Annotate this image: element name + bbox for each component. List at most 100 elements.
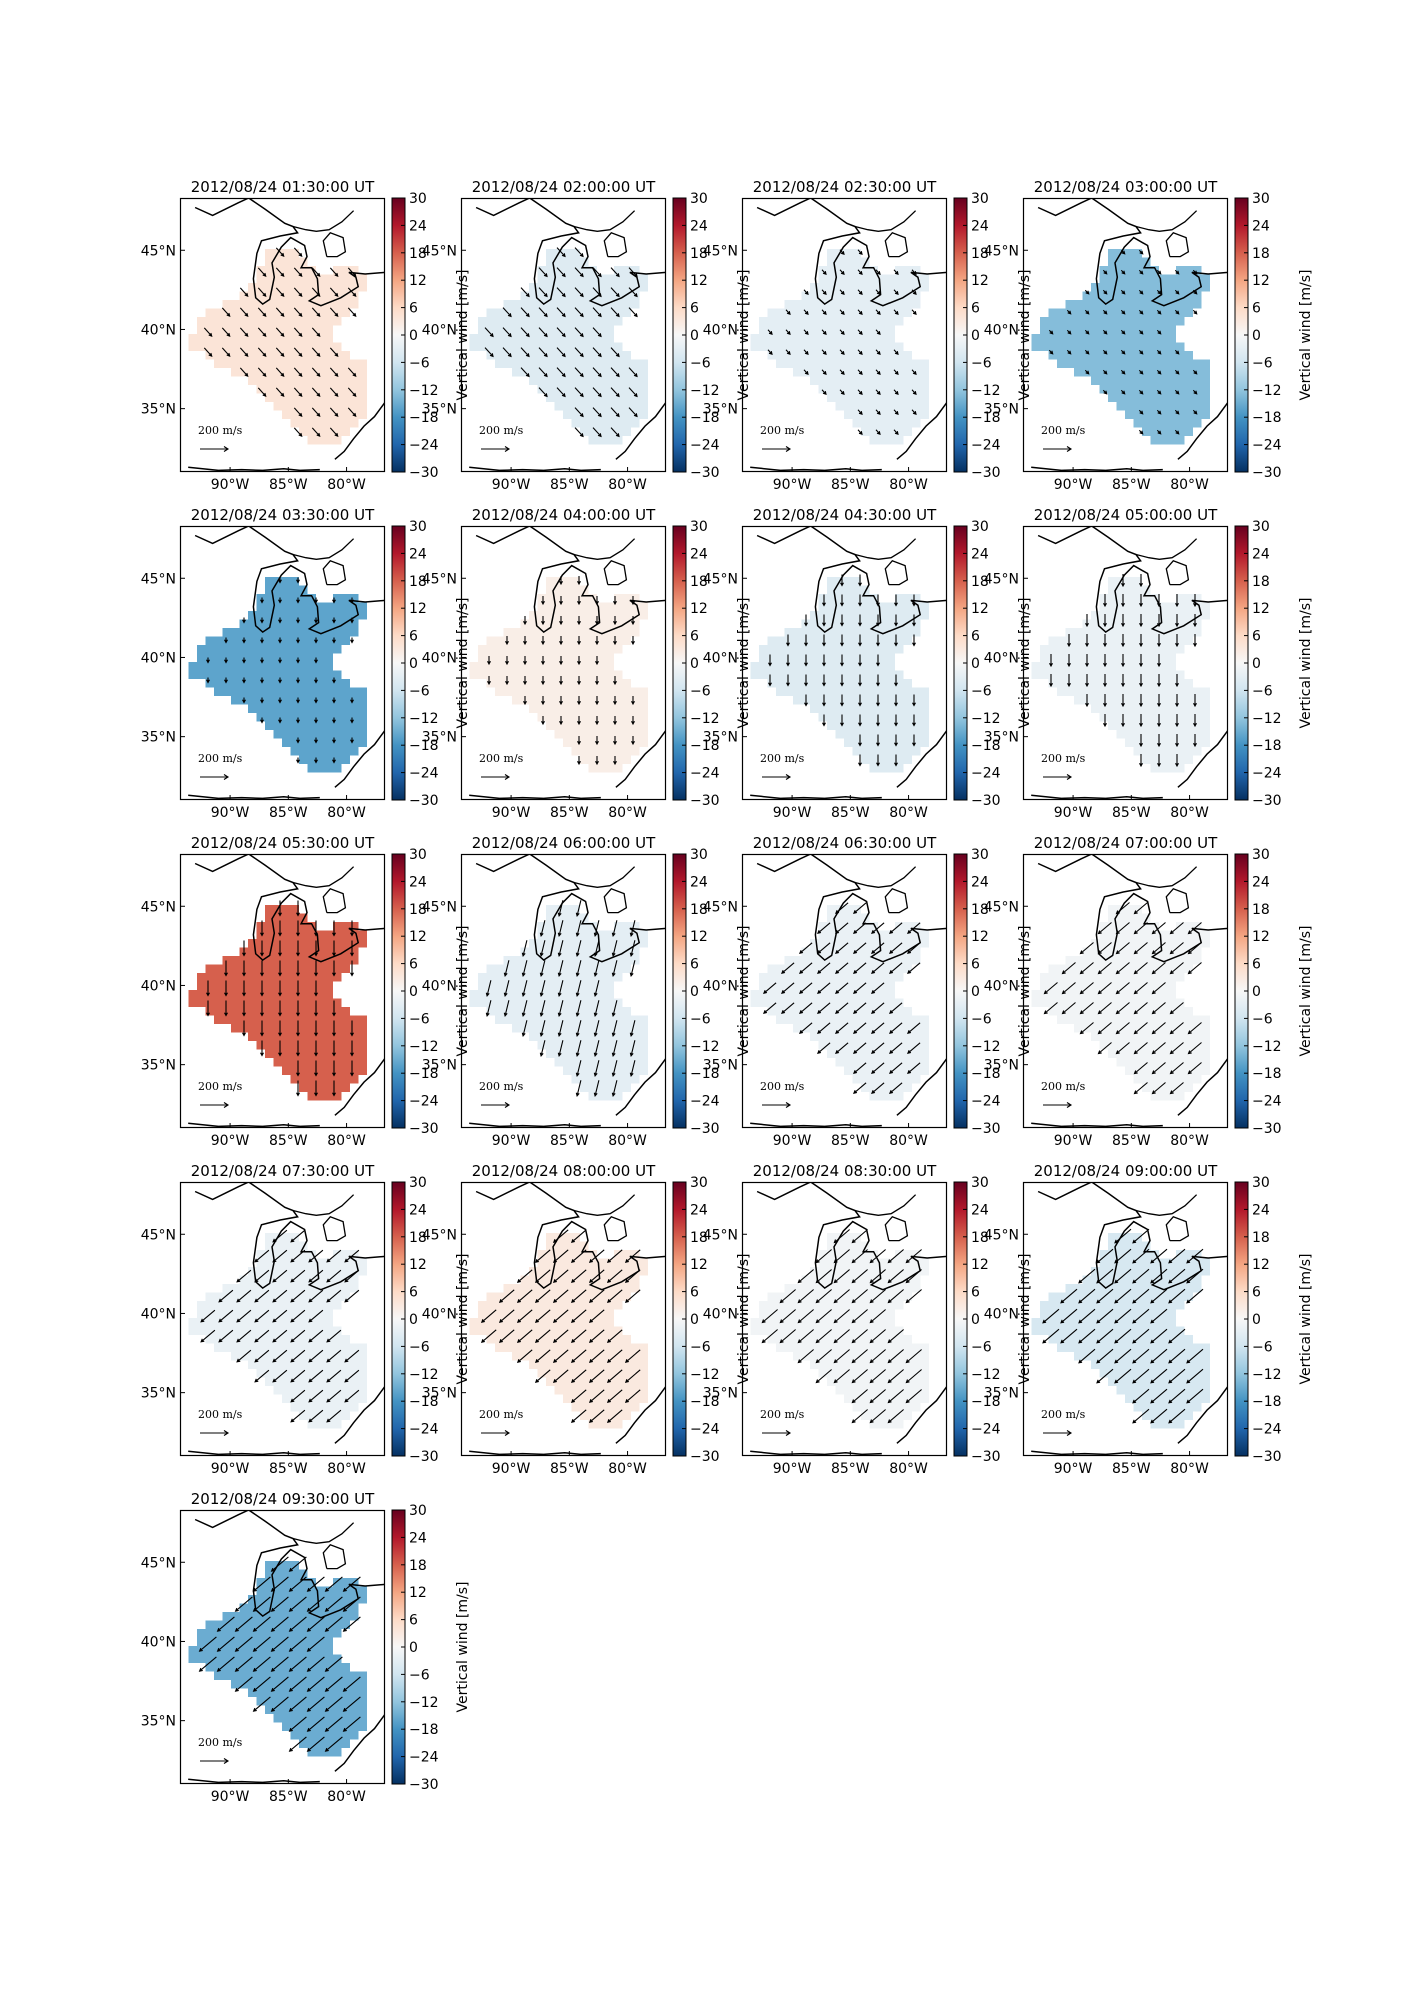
scale-label: 200 m/s bbox=[760, 424, 805, 437]
wind-vector bbox=[839, 309, 845, 316]
wind-vector bbox=[308, 1309, 324, 1323]
wind-vector bbox=[1133, 1082, 1148, 1095]
wind-vector bbox=[329, 367, 339, 377]
lon-tick-label: 85°W bbox=[831, 1133, 870, 1149]
wind-vector bbox=[1061, 962, 1076, 975]
wind-vector bbox=[342, 1616, 361, 1632]
wind-vector bbox=[1139, 754, 1143, 768]
wind-vector bbox=[306, 1656, 325, 1672]
wind-vector bbox=[763, 982, 777, 994]
colorbar-label: Vertical wind [m/s] bbox=[1298, 270, 1314, 401]
wind-vector bbox=[306, 1736, 325, 1752]
wind-vector bbox=[595, 736, 599, 746]
lon-tick-label: 80°W bbox=[608, 1461, 647, 1477]
vertical-wind-field bbox=[750, 905, 929, 1101]
wind-vector bbox=[272, 1349, 288, 1363]
colorbar-tick-label: 24 bbox=[409, 1530, 427, 1546]
wind-vector bbox=[296, 637, 300, 644]
wind-vector bbox=[218, 1309, 234, 1323]
wind-vector bbox=[592, 427, 602, 438]
wind-vector bbox=[889, 1022, 903, 1034]
wind-vector bbox=[1174, 269, 1180, 275]
wind-vector bbox=[1168, 1408, 1186, 1424]
wind-vector bbox=[588, 1249, 605, 1263]
wind-vector bbox=[1084, 349, 1090, 355]
lon-tick-label: 85°W bbox=[269, 1789, 308, 1805]
wind-vector bbox=[254, 1289, 270, 1303]
wind-vector bbox=[260, 657, 264, 664]
colorbar-tick-label: 6 bbox=[409, 1285, 418, 1301]
wind-vector bbox=[606, 1389, 623, 1403]
wind-vector bbox=[296, 1060, 300, 1077]
colorbar-tick-label: −30 bbox=[409, 1121, 439, 1137]
wind-vector bbox=[1193, 734, 1197, 748]
vertical-wind-field bbox=[188, 249, 367, 445]
wind-vector bbox=[1132, 1368, 1150, 1384]
wind-vector bbox=[851, 1249, 868, 1264]
wind-vector bbox=[799, 1002, 813, 1014]
wind-vector bbox=[611, 960, 618, 977]
canada-shoreline bbox=[573, 538, 636, 560]
wind-vector bbox=[907, 1022, 921, 1034]
wind-vector bbox=[270, 1696, 289, 1712]
wind-vector bbox=[288, 1736, 307, 1752]
wind-vector bbox=[270, 1556, 289, 1572]
wind-vector bbox=[296, 940, 300, 957]
wind-vector bbox=[857, 349, 863, 356]
atlantic-coastline bbox=[334, 729, 385, 788]
wind-vector bbox=[1175, 634, 1179, 648]
wind-vector bbox=[907, 942, 921, 954]
wind-vector bbox=[257, 367, 267, 377]
map-panel: 200 m/s 2012/08/24 02:30:00 UT 90°W 85°W 80°… bbox=[703, 178, 1033, 493]
colorbar-tick-label: 6 bbox=[971, 629, 980, 645]
wind-vector bbox=[332, 1040, 336, 1057]
wind-vector bbox=[857, 269, 863, 276]
wind-vector bbox=[257, 327, 267, 337]
wind-vector bbox=[260, 677, 264, 684]
wind-vector bbox=[314, 657, 318, 664]
wind-vector bbox=[342, 1716, 361, 1732]
wind-vector bbox=[1085, 674, 1089, 688]
wind-vector bbox=[1079, 962, 1094, 975]
wind-vector bbox=[1048, 329, 1054, 335]
wind-vector bbox=[534, 1249, 551, 1263]
wind-vector bbox=[293, 367, 303, 377]
wind-vector bbox=[538, 307, 548, 318]
wind-vector bbox=[521, 980, 528, 997]
wind-vector bbox=[1096, 1328, 1114, 1344]
atlantic-coastline bbox=[334, 401, 385, 460]
wind-vector bbox=[893, 289, 899, 296]
wind-vector bbox=[815, 1269, 832, 1284]
colorbar-tick-label: −6 bbox=[690, 1011, 711, 1027]
colorbar-label: Vertical wind [m/s] bbox=[1298, 1254, 1314, 1385]
wind-vector bbox=[314, 617, 318, 624]
scale-arrow bbox=[481, 1102, 511, 1108]
colorbar-tick-label: 18 bbox=[971, 246, 989, 262]
wind-vector bbox=[1114, 1328, 1132, 1344]
lon-tick-label: 80°W bbox=[327, 805, 366, 821]
colorbar-tick-label: 0 bbox=[1252, 984, 1261, 1000]
wind-vector bbox=[912, 694, 916, 707]
great-lakes-coastline bbox=[194, 1182, 385, 1291]
wind-vector bbox=[516, 1329, 533, 1343]
wind-vector bbox=[242, 940, 246, 957]
wind-vector bbox=[857, 309, 863, 316]
wind-vector bbox=[1067, 654, 1071, 668]
colorbar-tick-label: 18 bbox=[690, 1230, 708, 1246]
wind-vector bbox=[871, 1002, 885, 1014]
wind-vector bbox=[905, 1269, 922, 1284]
wind-vector bbox=[1121, 614, 1125, 628]
vertical-wind-field bbox=[750, 1233, 929, 1429]
wind-vector bbox=[332, 940, 336, 957]
great-lakes-coastline bbox=[1037, 1182, 1228, 1291]
wind-vector bbox=[1115, 1042, 1130, 1055]
wind-vector bbox=[539, 1020, 546, 1037]
colorbar-tick-label: −6 bbox=[971, 683, 992, 699]
wind-vector bbox=[1061, 982, 1076, 995]
wind-vector bbox=[296, 697, 300, 704]
wind-vector bbox=[588, 1309, 605, 1323]
wind-vector bbox=[314, 717, 318, 724]
wind-vector bbox=[350, 737, 354, 744]
wind-vector bbox=[624, 1269, 641, 1283]
colorbar-tick-label: −6 bbox=[409, 1011, 430, 1027]
